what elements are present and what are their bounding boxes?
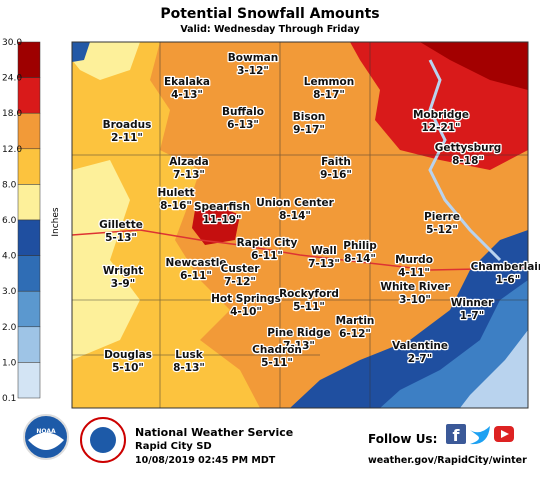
legend-tick: 18.0 — [2, 109, 22, 119]
legend-tick: 2.0 — [2, 323, 17, 333]
city-amount: 2-11" — [111, 132, 143, 144]
subtitle: Valid: Wednesday Through Friday — [180, 24, 360, 35]
city-amount: 9-16" — [320, 169, 352, 181]
city-amount: 7-12" — [224, 276, 256, 288]
city-amount: 8-17" — [313, 89, 345, 101]
footer-org: National Weather Service — [135, 426, 293, 439]
city-amount: 4-10" — [230, 306, 262, 318]
city-name: Wright — [103, 265, 143, 277]
city-amount: 7-13" — [173, 169, 205, 181]
legend-tick: 6.0 — [2, 216, 17, 226]
svg-text:f: f — [453, 426, 461, 445]
legend-tick: 24.0 — [2, 74, 22, 84]
legend-swatch — [17, 184, 41, 221]
city-name: Hot Springs — [211, 293, 281, 305]
city-amount: 12-21" — [421, 122, 460, 134]
footer-url: weather.gov/RapidCity/winter — [368, 455, 527, 466]
legend-swatch — [17, 326, 41, 363]
city-amount: 8-13" — [173, 362, 205, 374]
city-name: Chadron — [252, 344, 302, 356]
city-amount: 5-13" — [105, 232, 137, 244]
city-amount: 7-13" — [283, 340, 315, 352]
city-name: Spearfish — [194, 201, 250, 213]
city-name: Custer — [221, 263, 261, 275]
city-name: Buffalo — [222, 106, 264, 118]
city-name: Martin — [336, 315, 375, 327]
legend-tick: 1.0 — [2, 358, 17, 368]
legend-swatch — [17, 362, 41, 399]
legend-label: Inches — [51, 207, 61, 237]
svg-text:NOAA: NOAA — [36, 428, 56, 435]
city-amount: 3-10" — [399, 294, 431, 306]
city-amount: 11-19" — [202, 214, 241, 226]
city-name: Gillette — [99, 219, 143, 231]
city-amount: 8-16" — [160, 200, 192, 212]
city-amount: 6-11" — [251, 250, 283, 262]
footer-timestamp: 10/08/2019 02:45 PM MDT — [135, 455, 276, 466]
title: Potential Snowfall Amounts — [160, 6, 379, 22]
city-name: Bowman — [228, 52, 278, 64]
footer-logos: NOAA f — [23, 414, 514, 463]
city-name: Alzada — [169, 156, 209, 168]
city-amount: 5-10" — [112, 362, 144, 374]
city-amount: 5-11" — [293, 301, 325, 313]
city-name: Lemmon — [304, 76, 354, 88]
city-name: Faith — [321, 156, 351, 168]
city-amount: 3-12" — [237, 65, 269, 77]
city-amount: 3-9" — [111, 278, 135, 290]
legend-tick: 0.1 — [2, 394, 16, 404]
city-name: White River — [380, 281, 450, 293]
city-name: Ekalaka — [164, 76, 210, 88]
legend: Inches 30.0 24.0 18.0 12.0 8.0 6.0 4.0 3.0 2.0 1.… — [2, 38, 61, 404]
city-name: Pine Ridge — [267, 327, 330, 339]
legend-tick: 4.0 — [2, 252, 17, 262]
city-amount: 6-11" — [180, 270, 212, 282]
legend-tick: 12.0 — [2, 145, 22, 155]
city-name: Philip — [343, 240, 377, 252]
city-name: Murdo — [395, 254, 433, 266]
city-name: Wall — [311, 245, 337, 257]
legend-swatch — [17, 290, 41, 328]
city-amount: 6-13" — [227, 119, 259, 131]
city-amount: 1-7" — [460, 310, 484, 322]
city-amount: 8-14" — [344, 253, 376, 265]
legend-tick: 8.0 — [2, 180, 17, 190]
city-amount: 5-11" — [261, 357, 293, 369]
city-name: Broadus — [103, 119, 152, 131]
city-amount: 2-7" — [408, 353, 432, 365]
city-name: Douglas — [104, 349, 152, 361]
city-name: Lusk — [175, 349, 203, 361]
city-name: Gettysburg — [435, 142, 502, 154]
city-amount: 9-17" — [293, 124, 325, 136]
city-amount: 8-18" — [452, 155, 484, 167]
city-name: Union Center — [256, 197, 334, 209]
city-amount: 5-12" — [426, 224, 458, 236]
city-name: Newcastle — [166, 257, 227, 269]
city-name: Valentine — [392, 340, 448, 352]
city-name: Bison — [293, 111, 326, 123]
legend-swatch — [17, 219, 41, 256]
city-name: Winner — [451, 297, 494, 309]
city-amount: 8-14" — [279, 210, 311, 222]
city-name: Rapid City — [237, 237, 298, 249]
city-amount: 4-13" — [171, 89, 203, 101]
city-name: Rockyford — [279, 288, 339, 300]
city-name: Pierre — [424, 211, 460, 223]
city-amount: 1-6" — [496, 274, 520, 286]
city-name: Hulett — [157, 187, 194, 199]
footer-office: Rapid City SD — [135, 441, 212, 452]
city-name: Mobridge — [413, 109, 469, 121]
legend-tick: 3.0 — [2, 287, 17, 297]
footer-follow: Follow Us: — [368, 432, 437, 446]
city-amount: 7-13" — [308, 258, 340, 270]
legend-tick: 30.0 — [2, 38, 22, 48]
legend-swatch — [17, 255, 41, 292]
city-amount: 6-12" — [339, 328, 371, 340]
map — [71, 41, 529, 409]
city-amount: 4-11" — [398, 267, 430, 279]
city-name: Chamberlain — [471, 261, 540, 273]
